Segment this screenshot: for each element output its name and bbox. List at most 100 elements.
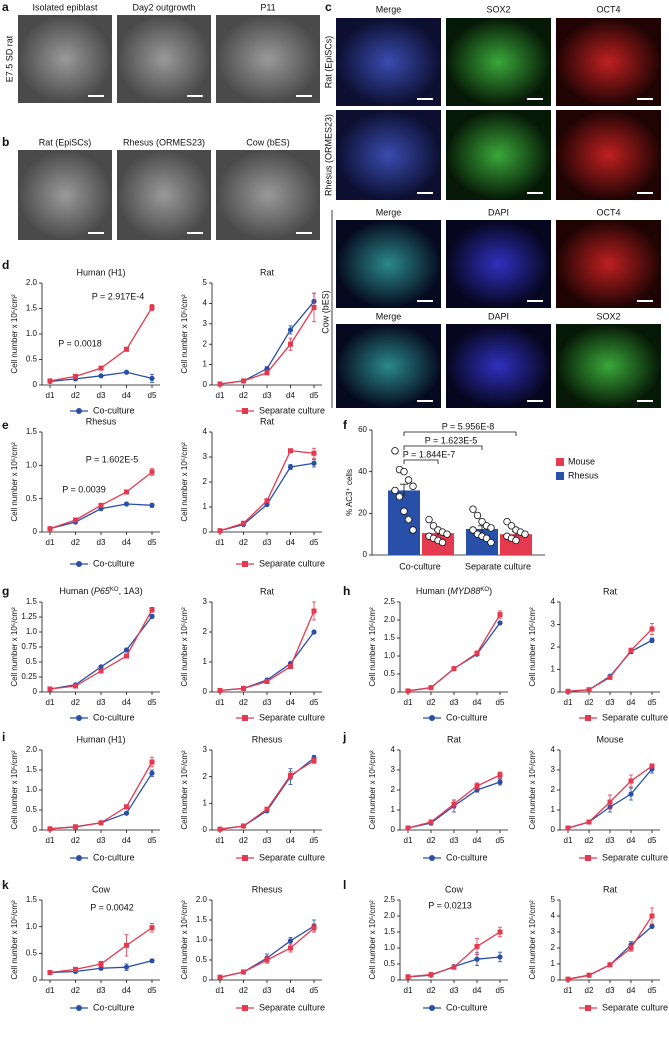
- point: [628, 945, 634, 951]
- point: [47, 526, 53, 532]
- x-tick-label: d4: [473, 698, 482, 707]
- point: [73, 517, 78, 523]
- chart-title: Human (H1): [76, 267, 125, 277]
- point: [287, 938, 294, 944]
- y-axis-label: Cell number x 10⁵/cm²: [368, 607, 377, 687]
- row-label: Rhesus (ORMES23): [323, 114, 333, 196]
- point: [264, 679, 270, 684]
- y-tick-label: 4: [551, 597, 556, 606]
- legend-label: Separate culture: [602, 712, 668, 722]
- point: [264, 806, 270, 812]
- panel-letter: c: [325, 0, 332, 14]
- y-tick-label: 0: [391, 687, 396, 696]
- image-title: SOX2: [596, 311, 620, 321]
- x-tick-label: d4: [122, 698, 131, 707]
- series-line: [219, 757, 315, 830]
- x-tick-label: d5: [648, 986, 657, 995]
- point: [73, 824, 78, 830]
- x-tick-label: d3: [97, 698, 106, 707]
- y-tick-label: 3: [551, 927, 556, 936]
- panel-letter: f: [343, 418, 348, 432]
- point: [124, 942, 129, 948]
- x-tick-label: d5: [496, 836, 505, 845]
- point: [565, 976, 571, 982]
- phase-image: [18, 150, 112, 240]
- point: [241, 969, 246, 975]
- point: [628, 791, 634, 797]
- x-tick-label: d4: [286, 698, 295, 707]
- y-tick-label: 0: [363, 550, 368, 559]
- y-tick-label: 4: [203, 299, 208, 308]
- p-value: P = 0.0018: [58, 338, 102, 348]
- y-tick-label: 1.0: [26, 329, 38, 338]
- comparison-bracket: [403, 459, 439, 464]
- legend-label: Co-culture: [93, 405, 135, 415]
- y-tick-label: 0.75: [21, 642, 37, 651]
- x-tick-label: Separate culture: [465, 561, 531, 571]
- point: [217, 688, 223, 693]
- x-tick-label: d2: [71, 698, 80, 707]
- y-tick-label: 60: [358, 425, 367, 434]
- y-tick-label: 1: [551, 665, 556, 674]
- legend-label: Separate culture: [259, 405, 325, 415]
- fluorescence-image: [336, 110, 441, 200]
- image-title: Day2 outgrowth: [132, 2, 195, 12]
- legend-label: Separate culture: [259, 1002, 325, 1012]
- y-tick-label: 2: [203, 477, 208, 486]
- point: [241, 685, 246, 691]
- y-tick-label: 0: [551, 975, 556, 984]
- point: [288, 664, 293, 669]
- y-tick-label: 2.0: [26, 278, 38, 287]
- point: [497, 954, 503, 960]
- panel-letter: l: [343, 878, 346, 892]
- image-title: Merge: [376, 311, 402, 321]
- series-line: [49, 471, 153, 530]
- point: [149, 770, 155, 776]
- series-line: [407, 614, 501, 692]
- y-tick-label: 2.0: [384, 911, 396, 920]
- legend-label: Co-culture: [446, 712, 488, 722]
- y-axis-label: Cell number x 10⁵/cm²: [10, 294, 19, 374]
- chart-title: Rat: [603, 884, 618, 894]
- y-tick-label: 0.5: [26, 948, 38, 957]
- fluorescence-image: [336, 18, 441, 106]
- x-tick-label: d4: [286, 986, 295, 995]
- point: [649, 763, 655, 769]
- y-tick-label: 2: [551, 943, 556, 952]
- image-title: DAPI: [488, 311, 509, 321]
- point: [98, 502, 104, 508]
- point: [73, 683, 78, 689]
- point: [288, 945, 293, 951]
- y-tick-label: 3: [203, 319, 208, 328]
- chart-title: Cow: [92, 884, 111, 894]
- series-line: [49, 616, 153, 690]
- y-tick-label: 0: [33, 687, 38, 696]
- x-tick-label: d3: [97, 986, 106, 995]
- chart-title: Rat: [447, 734, 462, 744]
- legend-label: Separate culture: [602, 852, 668, 862]
- point: [497, 779, 503, 785]
- y-tick-label: 0: [203, 975, 208, 984]
- title-part: Human (: [416, 586, 451, 596]
- y-tick-label: 3: [203, 452, 208, 461]
- point: [73, 373, 78, 379]
- title-part: , 1A3): [119, 586, 143, 596]
- point: [565, 688, 571, 694]
- fluorescence-image: [556, 220, 661, 308]
- point: [47, 378, 53, 384]
- fluorescence-image: [446, 220, 551, 308]
- point: [607, 799, 613, 805]
- point: [217, 381, 223, 387]
- x-tick-label: d5: [310, 986, 319, 995]
- x-tick-label: d1: [404, 836, 413, 845]
- point: [98, 961, 104, 967]
- y-tick-label: 3: [203, 745, 208, 754]
- y-tick-label: 1.5: [26, 765, 38, 774]
- y-tick-label: 3: [203, 597, 208, 606]
- x-tick-label: d2: [585, 698, 594, 707]
- fluorescence-image: [556, 324, 661, 408]
- chart-title: Human (H1): [76, 734, 125, 744]
- chart-title: Rat: [260, 416, 275, 426]
- fluorescence-image: [336, 324, 441, 408]
- series-line: [219, 760, 315, 830]
